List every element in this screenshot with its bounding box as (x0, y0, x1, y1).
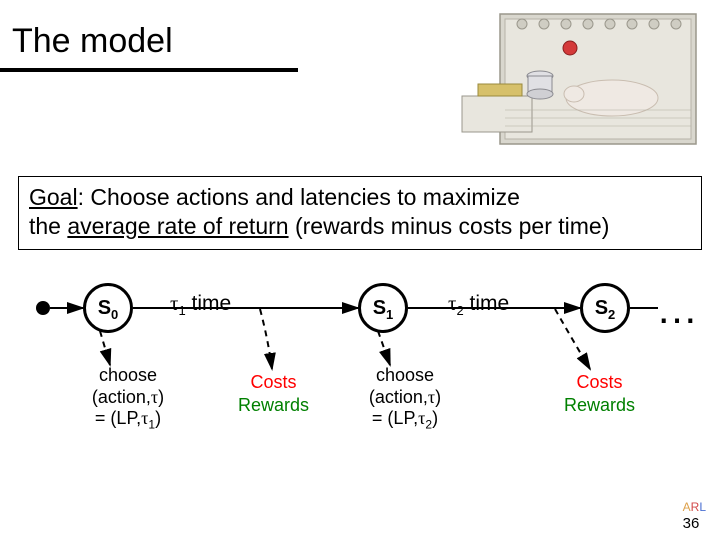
ellipsis-dots: … (656, 285, 700, 333)
footer-l: L (699, 500, 706, 514)
goal-line2b: (rewards minus costs per time) (289, 213, 610, 239)
state-s1-sub: 1 (386, 307, 393, 322)
choose2-l1: choose (376, 365, 434, 385)
goal-prefix: Goal (29, 184, 78, 210)
costs-2: Costs (577, 372, 623, 392)
tau2-rest: time (464, 292, 510, 315)
tau1-sub: 1 (178, 303, 185, 318)
state-s2-sub: 2 (608, 307, 615, 322)
choose2-l3b: ) (432, 408, 438, 428)
state-s1: S1 (358, 283, 408, 333)
slide-number: 36 (683, 515, 700, 532)
goal-line2a: the (29, 213, 67, 239)
choose2-l3a: = (LP, (372, 408, 418, 428)
start-dot (36, 301, 50, 315)
state-s2-letter: S (595, 297, 608, 319)
rewards-2: Rewards (564, 395, 635, 415)
state-s2: S2 (580, 283, 630, 333)
tau2-label: τ2 time (448, 291, 509, 318)
tau2-sub: 2 (456, 303, 463, 318)
choose1-l3b: ) (155, 408, 161, 428)
choose2-l2a: (action, (369, 387, 428, 407)
slide-title: The model (12, 22, 173, 61)
state-s0: S0 (83, 283, 133, 333)
choose-1: choose (action,τ) = (LP,τ1) (73, 365, 183, 432)
state-s0-letter: S (98, 297, 111, 319)
costs-rewards-1: Costs Rewards (238, 371, 309, 416)
state-s1-letter: S (373, 297, 386, 319)
apparatus-illustration (452, 6, 702, 156)
goal-line1: : Choose actions and latencies to maximi… (78, 184, 520, 210)
model-diagram: S0 S1 S2 τ1 time τ2 time choose (action,… (0, 265, 720, 485)
choose-2: choose (action,τ) = (LP,τ2) (350, 365, 460, 432)
goal-box: Goal: Choose actions and latencies to ma… (18, 176, 702, 250)
footer-r: R (691, 500, 700, 514)
choose1-l2b: ) (158, 387, 164, 407)
footer-a: A (683, 500, 691, 514)
tau1-label: τ1 time (170, 291, 231, 318)
choose1-l3a: = (LP, (95, 408, 141, 428)
goal-line2u: average rate of return (67, 213, 288, 239)
choose1-l2a: (action, (92, 387, 151, 407)
choose2-l2b: ) (435, 387, 441, 407)
title-underline (0, 68, 298, 72)
costs-rewards-2: Costs Rewards (564, 371, 635, 416)
rewards-1: Rewards (238, 395, 309, 415)
choose1-l1: choose (99, 365, 157, 385)
state-s0-sub: 0 (111, 307, 118, 322)
tau1-rest: time (186, 292, 232, 315)
slide-footer: ARL 36 (683, 498, 706, 532)
costs-1: Costs (251, 372, 297, 392)
